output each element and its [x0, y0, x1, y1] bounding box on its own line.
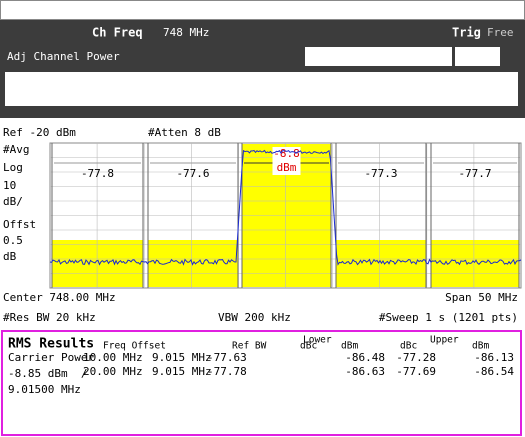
header-title: Ch Freq	[92, 26, 143, 40]
channel-band	[52, 240, 143, 287]
center-freq: Center 748.00 MHz	[3, 291, 116, 304]
results-title: RMS Results	[8, 337, 94, 352]
result-cell: 10.00 MHz	[83, 351, 143, 364]
result-cell: 9.015 MHz	[152, 365, 212, 378]
scale-label: Offst	[3, 218, 36, 231]
channel-power: -77.3	[364, 167, 397, 180]
trig-label: Trig	[452, 26, 481, 40]
result-cell: -77.78	[207, 365, 247, 378]
result-cell: -77.28	[396, 351, 436, 364]
ref-level: Ref -20 dBm	[3, 126, 76, 139]
result-cell: 9.015 MHz	[152, 351, 212, 364]
top-bar	[0, 0, 525, 20]
box	[305, 47, 452, 66]
col-header: dBm	[472, 341, 489, 352]
trig-value: Free	[487, 26, 514, 39]
sweep: #Sweep 1 s (1201 pts)	[379, 311, 518, 324]
box	[5, 72, 518, 106]
atten: #Atten 8 dB	[148, 126, 221, 139]
carrier-power: -8.85 dBm /	[8, 367, 87, 380]
scale-label: #Avg	[3, 143, 30, 156]
result-cell: -86.48	[345, 351, 385, 364]
col-header: Freq Offset	[103, 341, 166, 352]
col-header: Upper	[430, 335, 459, 346]
channel-power: -8.8	[273, 147, 300, 160]
channel-power: -77.8	[81, 167, 114, 180]
result-cell: -86.63	[345, 365, 385, 378]
col-header: dBc	[300, 341, 317, 352]
result-cell: -77.63	[207, 351, 247, 364]
scale-label: 0.5	[3, 234, 23, 247]
channel-unit: dBm	[277, 161, 297, 174]
result-cell: -86.54	[474, 365, 514, 378]
channel-power: -77.7	[458, 167, 491, 180]
scale-label: dB	[3, 250, 17, 263]
col-header: Lower	[303, 335, 332, 346]
result-cell: -77.69	[396, 365, 436, 378]
header-value: 748 MHz	[163, 26, 209, 39]
col-header: Ref BW	[232, 341, 267, 352]
scale-label: 10	[3, 179, 16, 192]
mode: Adj Channel Power	[7, 50, 120, 63]
scale-label: dB/	[3, 195, 23, 208]
res-bw: #Res BW 20 kHz	[3, 311, 96, 324]
results-box	[1, 330, 522, 436]
col-header: dBm	[341, 341, 358, 352]
scale-label: Log	[3, 161, 23, 174]
span: Span 50 MHz	[445, 291, 518, 304]
col-header: dBc	[400, 341, 417, 352]
result-cell: -86.13	[474, 351, 514, 364]
carrier-bw: 9.01500 MHz	[8, 383, 81, 396]
result-cell: 20.00 MHz	[83, 365, 143, 378]
vbw: VBW 200 kHz	[218, 311, 291, 324]
trace	[49, 149, 522, 266]
box	[455, 47, 500, 66]
carrier-label: Carrier Power	[8, 351, 94, 364]
channel-power: -77.6	[176, 167, 209, 180]
